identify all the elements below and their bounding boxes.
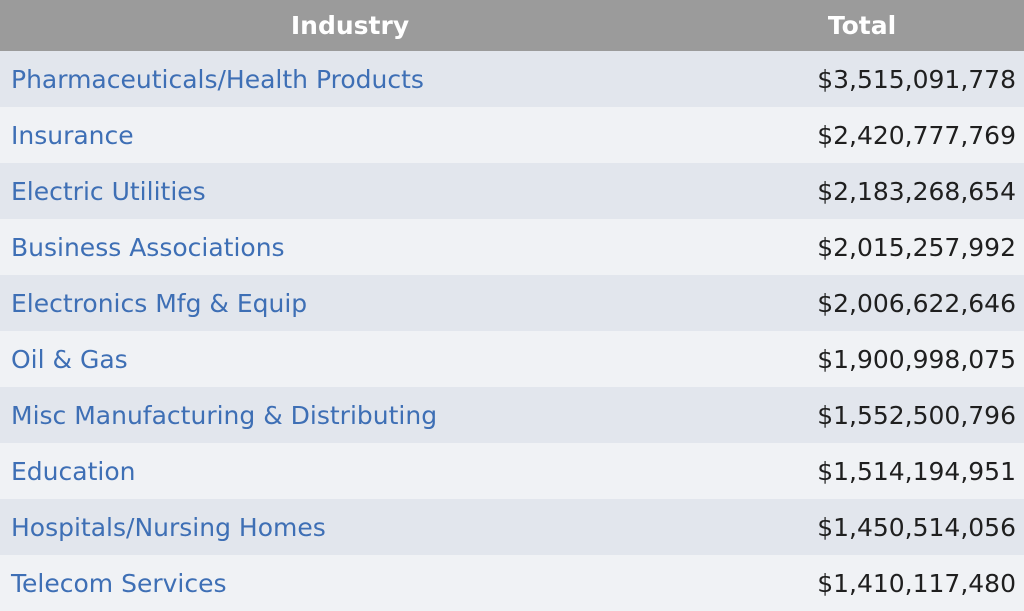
table-body: Pharmaceuticals/Health Products $3,515,0…: [0, 51, 1024, 611]
total-value: $1,450,514,056: [817, 512, 1016, 542]
table-row: Oil & Gas $1,900,998,075: [0, 331, 1024, 387]
total-value: $2,420,777,769: [817, 120, 1016, 150]
total-value: $1,900,998,075: [817, 344, 1016, 374]
industry-link[interactable]: Telecom Services: [11, 568, 227, 598]
total-value: $1,410,117,480: [817, 568, 1016, 598]
industry-link[interactable]: Education: [11, 456, 136, 486]
total-value: $3,515,091,778: [817, 64, 1016, 94]
table-row: Electronics Mfg & Equip $2,006,622,646: [0, 275, 1024, 331]
table-header: Industry Total: [0, 0, 1024, 51]
table-row: Insurance $2,420,777,769: [0, 107, 1024, 163]
total-value: $2,006,622,646: [817, 288, 1016, 318]
total-value: $1,552,500,796: [817, 400, 1016, 430]
table-row: Telecom Services $1,410,117,480: [0, 555, 1024, 611]
header-industry[interactable]: Industry: [290, 11, 410, 40]
header-total[interactable]: Total: [827, 11, 897, 40]
total-value: $1,514,194,951: [817, 456, 1016, 486]
industry-link[interactable]: Electric Utilities: [11, 176, 206, 206]
industry-link[interactable]: Oil & Gas: [11, 344, 128, 374]
industry-link[interactable]: Electronics Mfg & Equip: [11, 288, 308, 318]
table-row: Business Associations $2,015,257,992: [0, 219, 1024, 275]
industry-link[interactable]: Pharmaceuticals/Health Products: [11, 64, 424, 94]
table-row: Pharmaceuticals/Health Products $3,515,0…: [0, 51, 1024, 107]
table-row: Misc Manufacturing & Distributing $1,552…: [0, 387, 1024, 443]
table-row: Electric Utilities $2,183,268,654: [0, 163, 1024, 219]
total-value: $2,015,257,992: [817, 232, 1016, 262]
industry-link[interactable]: Business Associations: [11, 232, 285, 262]
table-row: Hospitals/Nursing Homes $1,450,514,056: [0, 499, 1024, 555]
industry-link[interactable]: Insurance: [11, 120, 134, 150]
total-value: $2,183,268,654: [817, 176, 1016, 206]
table-row: Education $1,514,194,951: [0, 443, 1024, 499]
industry-link[interactable]: Misc Manufacturing & Distributing: [11, 400, 438, 430]
industry-link[interactable]: Hospitals/Nursing Homes: [11, 512, 326, 542]
